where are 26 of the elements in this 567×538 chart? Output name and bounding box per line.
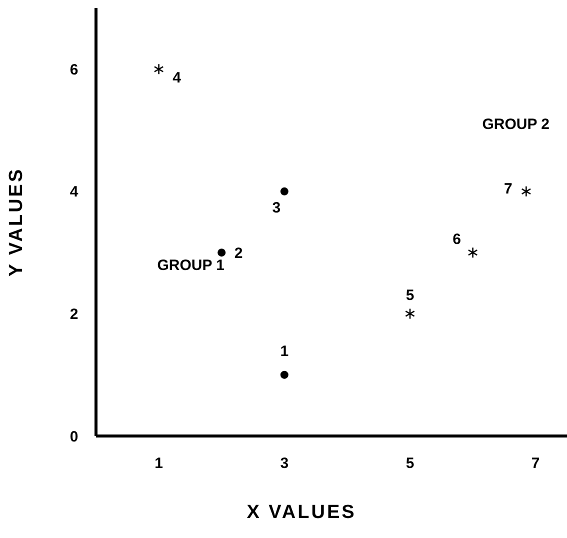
annotation: 2 <box>234 244 243 262</box>
x-tick-label: 1 <box>154 455 163 472</box>
point <box>405 308 415 320</box>
annotation: 4 <box>172 69 182 86</box>
annotation: 7 <box>504 180 512 198</box>
y-tick-label: 0 <box>70 428 78 446</box>
point <box>218 248 226 257</box>
annotation: 6 <box>452 230 461 248</box>
annotation: GROUP 2 <box>482 116 550 133</box>
y-tick-label: 6 <box>70 61 78 78</box>
point <box>154 63 164 75</box>
x-tick-label: 7 <box>531 455 540 472</box>
annotation: 1 <box>280 343 289 360</box>
annotation: GROUP 1 <box>157 257 224 274</box>
y-tick-label: 2 <box>70 306 78 323</box>
point <box>521 186 532 198</box>
x-axis-title: X VALUES <box>246 502 356 523</box>
x-tick-label: 5 <box>406 455 414 472</box>
point <box>468 246 478 258</box>
annotation: 5 <box>406 286 414 304</box>
annotation: 3 <box>272 200 281 217</box>
y-tick-label: 4 <box>70 184 79 201</box>
point <box>280 370 288 379</box>
point <box>280 187 288 196</box>
x-tick-label: 3 <box>280 455 289 472</box>
y-axis-title: Y VALUES <box>6 167 27 277</box>
